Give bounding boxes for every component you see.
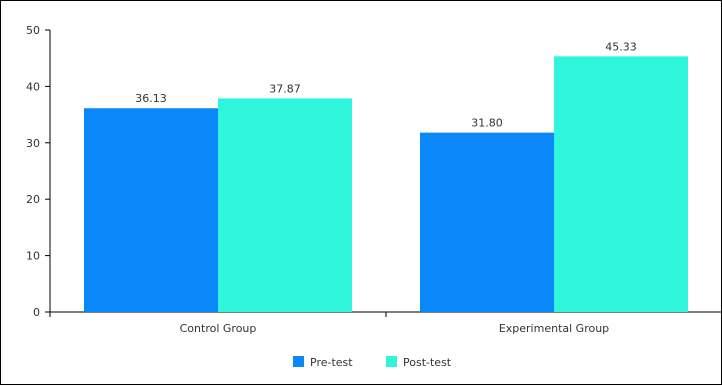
x-category-label: Control Group	[180, 322, 257, 335]
bar-value-label: 36.13	[135, 92, 167, 105]
y-tick-label: 0	[33, 306, 40, 319]
legend: Pre-test Post-test	[293, 356, 452, 369]
bar-post-test-control-group	[218, 98, 352, 312]
y-axis-ticks: 0 10 20 30 40 50	[26, 24, 50, 319]
x-category-label: Experimental Group	[499, 322, 609, 335]
legend-label-pre-test: Pre-test	[310, 356, 353, 369]
y-tick-label: 10	[26, 250, 40, 263]
bar-post-test-experimental-group	[554, 56, 688, 312]
bar-pre-test-control-group	[84, 108, 218, 312]
category-labels-group: Control Group Experimental Group	[49, 312, 722, 335]
bar-value-label: 31.80	[471, 117, 503, 130]
bars-group	[84, 56, 688, 312]
y-tick-label: 20	[26, 193, 40, 206]
data-labels-group: 36.13 37.87 31.80 45.33	[135, 40, 637, 129]
legend-swatch-pre-test	[293, 356, 304, 367]
legend-swatch-post-test	[386, 356, 397, 367]
bar-value-label: 45.33	[605, 40, 637, 53]
y-tick-label: 30	[26, 137, 40, 150]
bar-pre-test-experimental-group	[420, 132, 554, 312]
y-tick-label: 50	[26, 24, 40, 37]
y-tick-label: 40	[26, 80, 40, 93]
legend-label-post-test: Post-test	[403, 356, 452, 369]
bar-value-label: 37.87	[269, 82, 301, 95]
